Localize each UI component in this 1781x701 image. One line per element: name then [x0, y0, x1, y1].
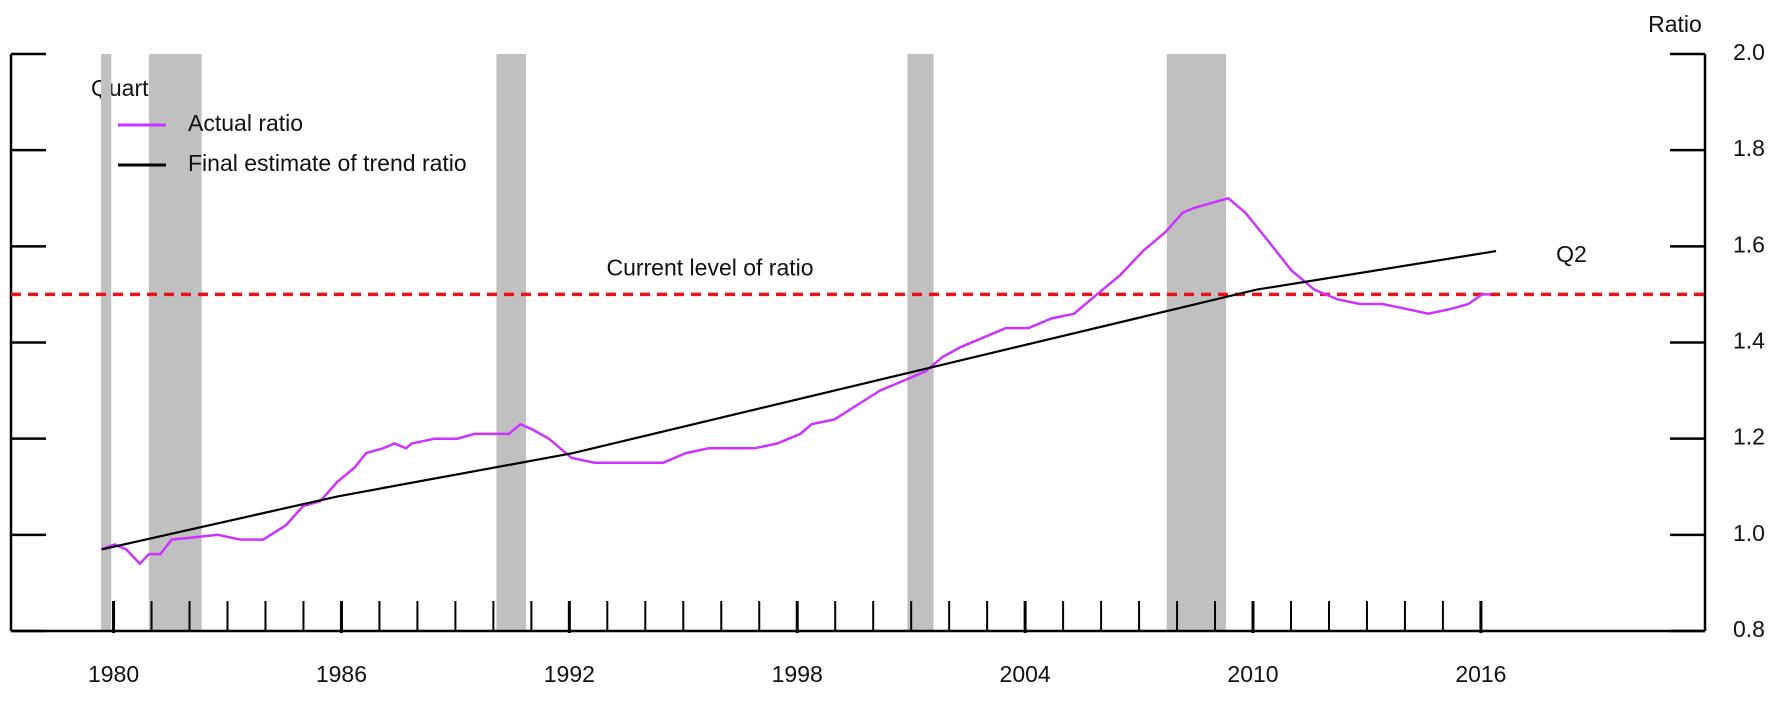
recession-shade [907, 54, 934, 631]
x-tick-label: 1986 [316, 661, 367, 687]
y-tick-label: 1.6 [1733, 231, 1765, 257]
legend-label: Final estimate of trend ratio [188, 150, 467, 176]
y-tick-label: 1.2 [1733, 424, 1765, 450]
recession-shade [1166, 54, 1227, 631]
series-line [101, 250, 1497, 551]
y-axis-title: Ratio [1648, 11, 1702, 37]
series-line [100, 196, 1492, 566]
y-tick-label: 1.0 [1733, 520, 1765, 546]
legend-label: Actual ratio [188, 110, 303, 136]
x-tick-label: 1998 [772, 661, 823, 687]
y-tick-label: 0.8 [1733, 616, 1765, 642]
y-tick-label: 1.8 [1733, 135, 1765, 161]
recession-shade [101, 54, 112, 631]
x-tick-label: 2016 [1455, 661, 1506, 687]
x-tick-label: 1992 [544, 661, 595, 687]
x-tick-label: 2010 [1227, 661, 1278, 687]
x-tick-label: 1980 [88, 661, 139, 687]
y-tick-label: 1.4 [1733, 328, 1765, 354]
y-tick-label: 2.0 [1733, 39, 1765, 65]
reference-label: Current level of ratio [606, 254, 813, 280]
x-tick-label: 2004 [1000, 661, 1051, 687]
recession-shade [496, 54, 527, 631]
recession-shade [148, 54, 202, 631]
end-label: Q2 [1556, 241, 1587, 267]
